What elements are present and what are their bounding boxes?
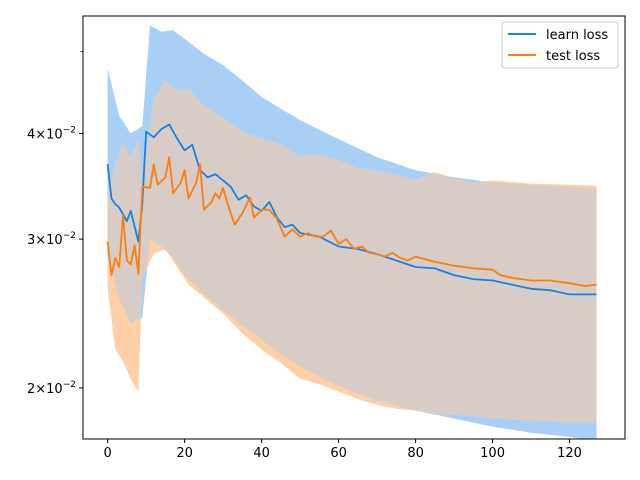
legend-label-learn-loss: learn loss — [546, 28, 608, 43]
x-tick-label: 0 — [103, 446, 111, 461]
line-test-loss — [106, 156, 597, 287]
x-tick-label: 80 — [407, 446, 424, 461]
legend: learn loss test loss — [501, 21, 619, 69]
x-tick-label: 120 — [557, 446, 582, 461]
y-axis: 2×10−2 3×10−2 4×10−2 — [27, 51, 83, 397]
legend-label-test-loss: test loss — [546, 49, 600, 64]
plot-frame — [82, 15, 626, 440]
x-tick-label: 20 — [176, 446, 193, 461]
series-lines — [106, 123, 597, 296]
y-tick-label: 2×10−2 — [27, 380, 76, 397]
x-tick-label: 60 — [330, 446, 347, 461]
band-overlap — [107, 80, 597, 423]
x-tick-label: 40 — [253, 446, 270, 461]
confidence-bands — [107, 25, 597, 439]
x-axis: 0 20 40 60 80 100 120 — [103, 439, 582, 461]
y-tick-label: 4×10−2 — [27, 126, 76, 143]
x-tick-label: 100 — [480, 446, 505, 461]
y-tick-label: 3×10−2 — [27, 231, 76, 248]
